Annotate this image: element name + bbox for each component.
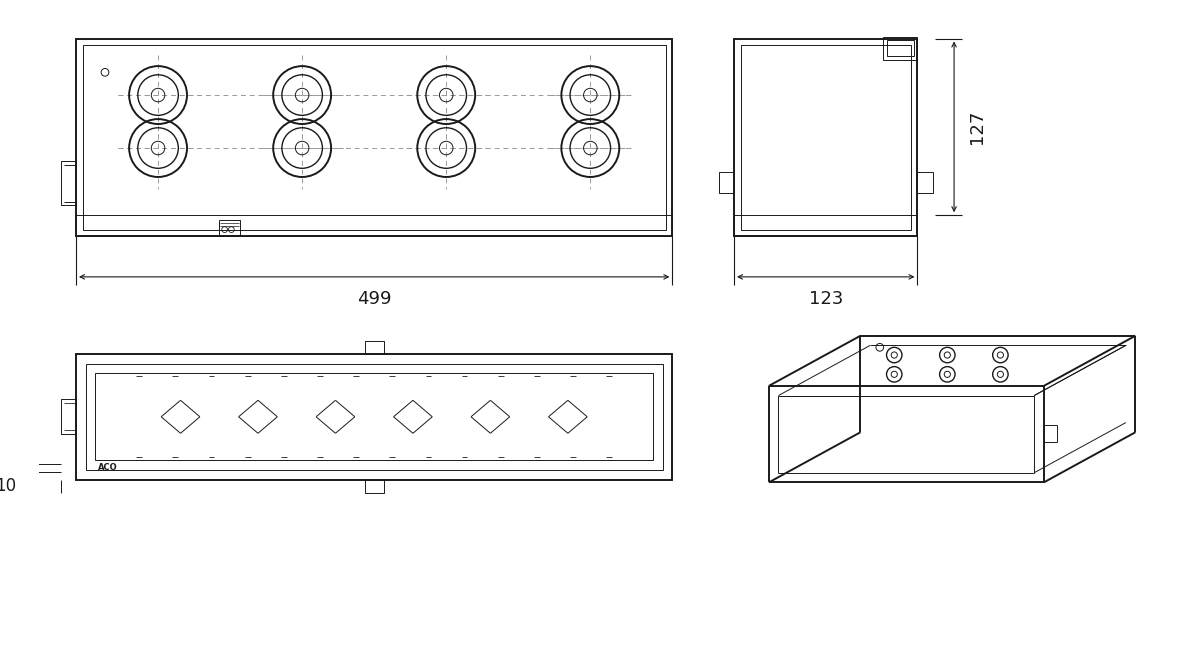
Text: 10: 10 [0,477,17,495]
Bar [95,373,653,460]
Bar [76,354,672,480]
Bar [887,41,913,56]
Bar [76,215,672,237]
Bar [918,171,932,193]
Bar [83,45,666,229]
Bar [218,220,240,235]
Text: 499: 499 [356,290,391,308]
Bar [76,39,672,237]
Bar [61,399,76,434]
Bar [740,45,911,229]
Bar [365,340,384,354]
Bar [365,480,384,493]
Bar [61,161,76,206]
Bar [719,171,734,193]
Text: 127: 127 [967,110,985,144]
Text: ACO: ACO [98,463,118,472]
Text: 123: 123 [809,290,842,308]
Bar [734,39,918,237]
Bar [734,215,918,237]
Bar [883,37,918,60]
Bar [85,364,662,470]
